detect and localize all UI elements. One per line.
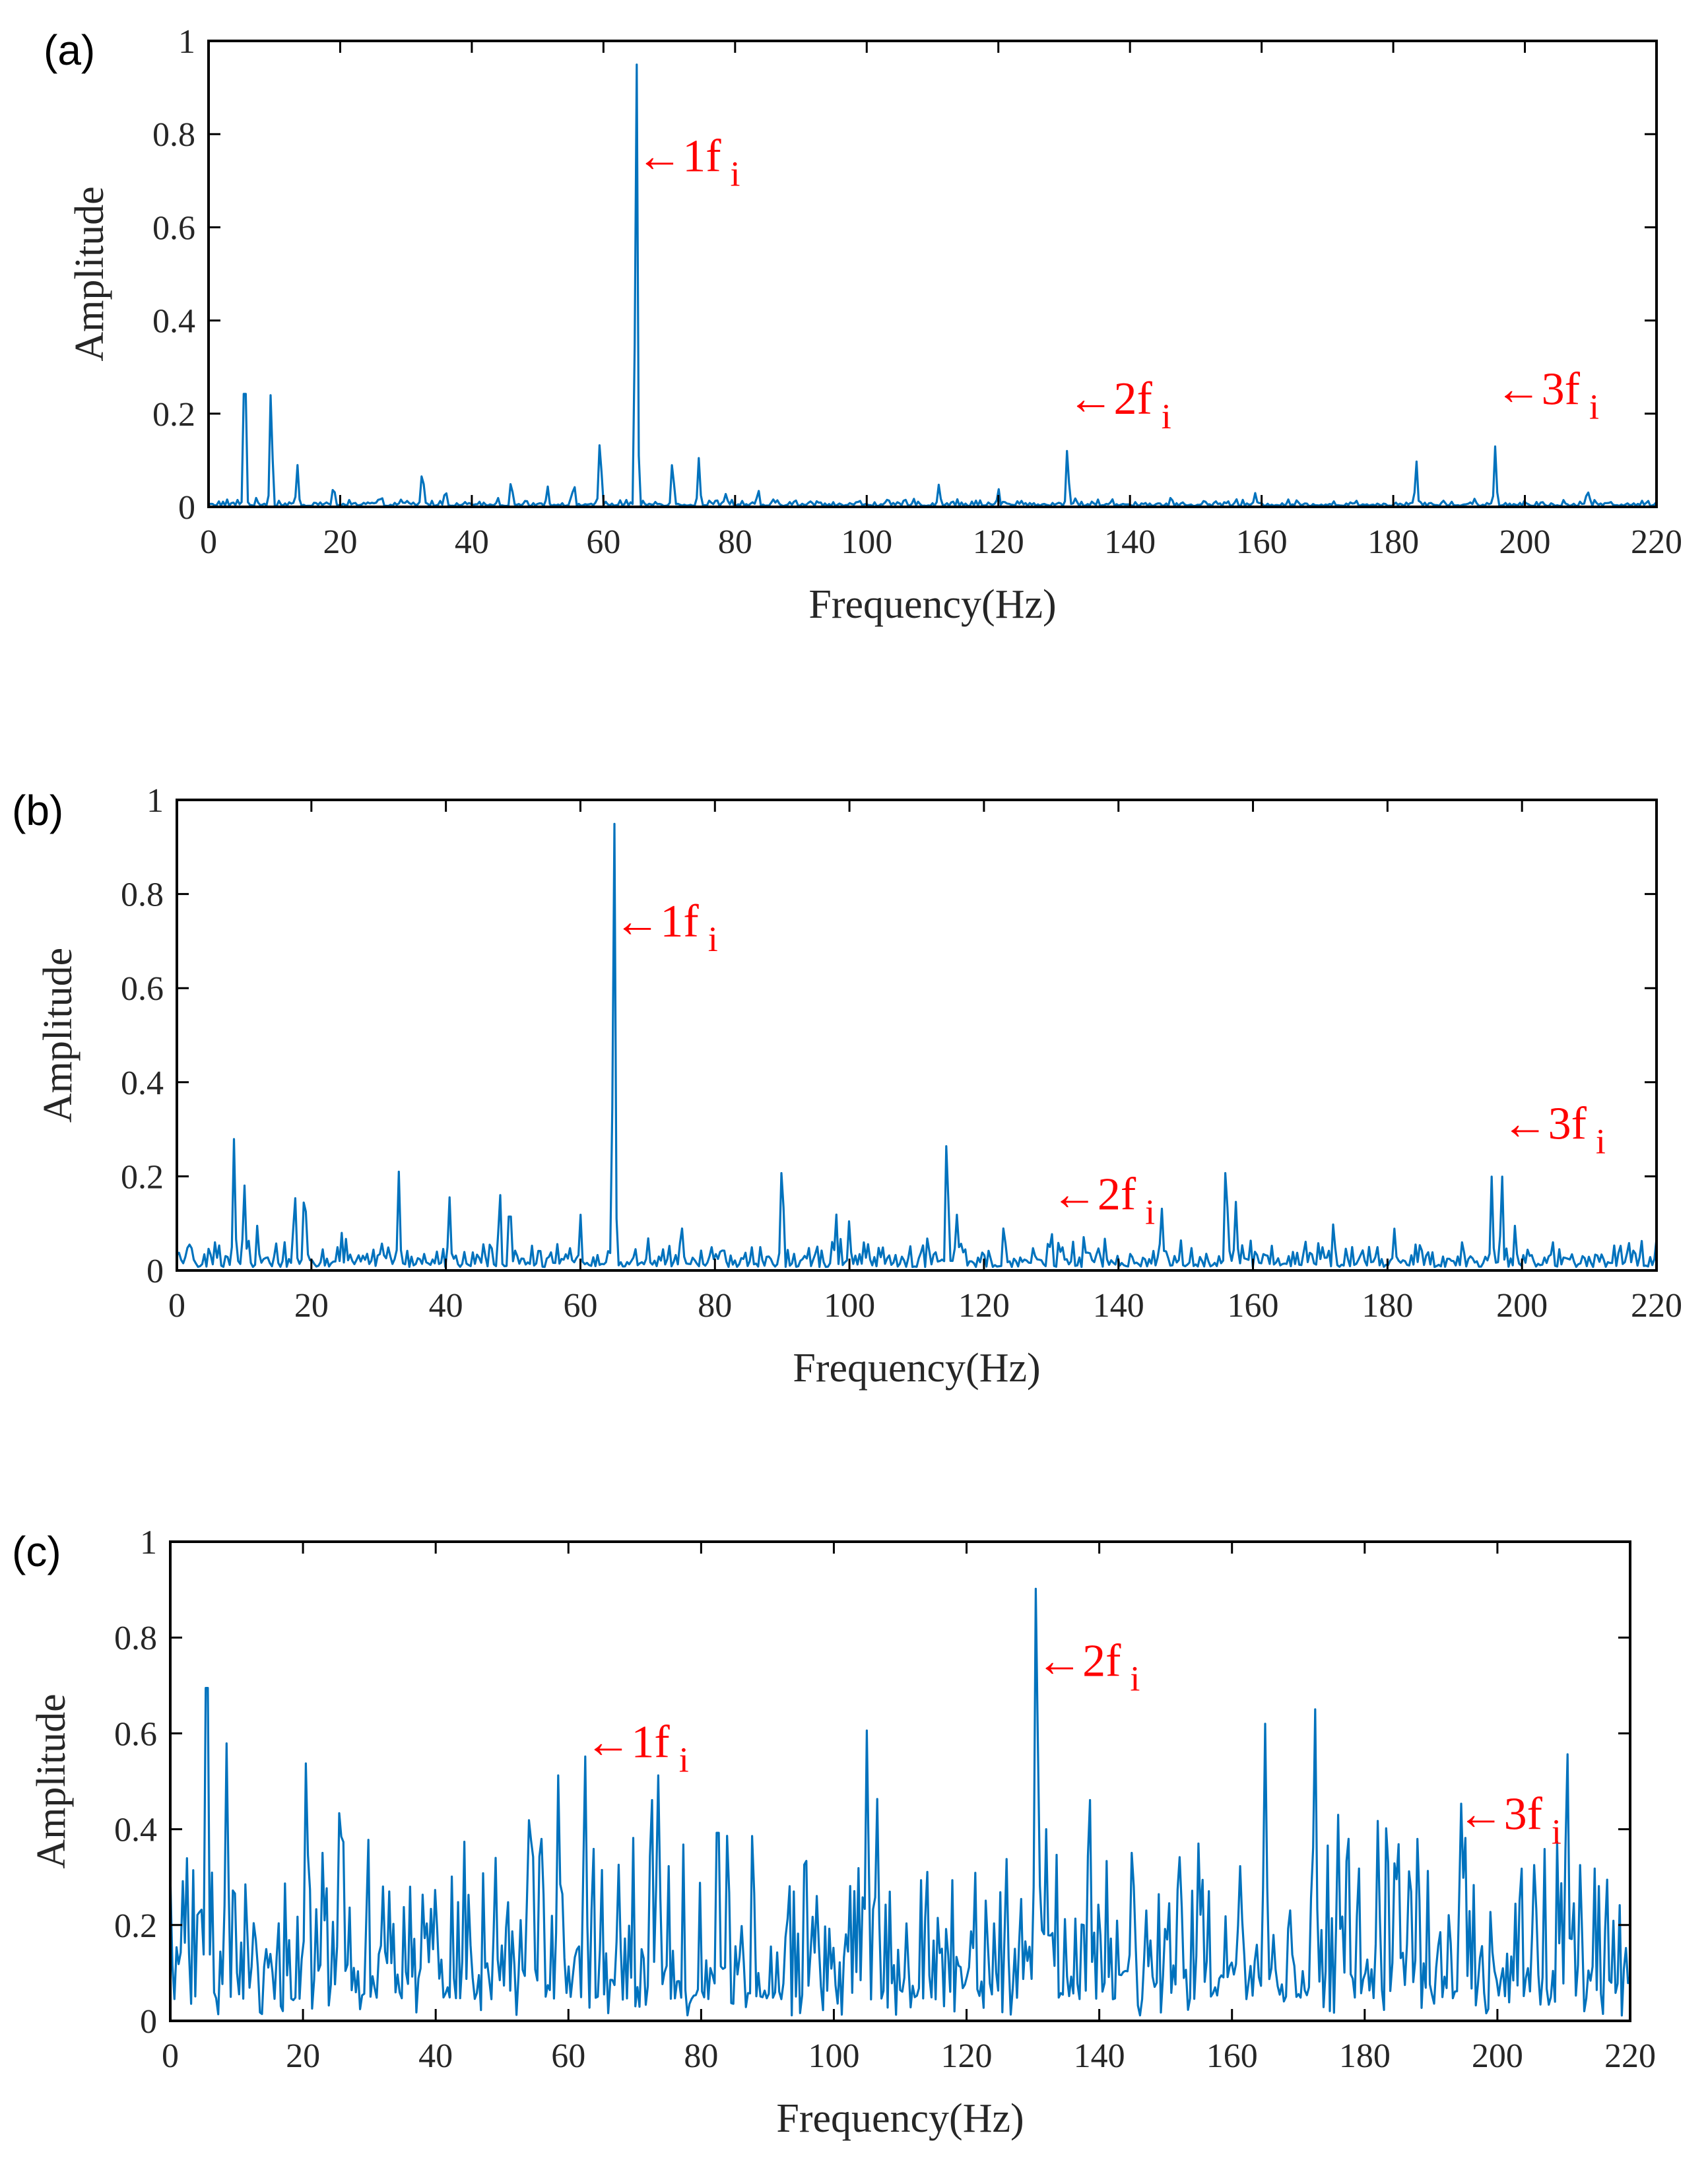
y-tick-label: 0.6 <box>121 970 164 1008</box>
x-tick-label: 100 <box>841 523 892 561</box>
x-tick-label: 220 <box>1604 2037 1656 2075</box>
axes-box <box>207 40 1658 508</box>
x-tick-label: 120 <box>941 2037 993 2075</box>
x-tick-label: 80 <box>684 2037 718 2075</box>
x-tick-label: 180 <box>1367 523 1419 561</box>
y-tick-label: 1 <box>140 1524 157 1562</box>
x-tick-label: 80 <box>698 1287 732 1325</box>
x-axis-title: Frequency(Hz) <box>808 582 1056 627</box>
annotation-subscript: i <box>731 154 740 194</box>
series-line <box>176 822 1658 1268</box>
harmonic-annotation: ←3f i <box>1495 364 1599 427</box>
x-tick-label: 160 <box>1206 2037 1258 2075</box>
x-tick-label: 20 <box>323 523 357 561</box>
annotation-subscript: i <box>708 919 718 959</box>
x-tick-label: 40 <box>455 523 489 561</box>
x-tick-label: 160 <box>1228 1287 1279 1325</box>
y-axis-title: Amplitude <box>67 186 112 361</box>
y-axis-title: Amplitude <box>29 1694 74 1868</box>
x-tick-label: 20 <box>286 2037 320 2075</box>
annotation-subscript: i <box>679 1740 689 1780</box>
x-tick-label: 80 <box>718 523 752 561</box>
annotation-subscript: i <box>1162 397 1171 436</box>
y-tick-label: 0.4 <box>152 303 195 341</box>
harmonic-annotation: ←1f i <box>614 896 717 959</box>
harmonic-annotation: ←2f i <box>1051 1169 1155 1232</box>
x-tick-label: 180 <box>1362 1287 1413 1325</box>
x-tick-label: 0 <box>162 2037 179 2075</box>
x-tick-label: 0 <box>168 1287 185 1325</box>
chart-panel-a: 0 20 40 60 80 100 120 140 160 180 200 220 0 0.2 0.4 0.6… <box>44 23 1682 627</box>
y-tick-label: 0.6 <box>114 1715 157 1753</box>
harmonic-annotation: ←3f i <box>1458 1789 1561 1852</box>
axes-box <box>169 1540 1631 2022</box>
x-tick-label: 120 <box>973 523 1024 561</box>
panel-label: (b) <box>12 787 63 834</box>
harmonic-annotation: ←1f i <box>585 1717 688 1780</box>
x-tick-label: 100 <box>808 2037 859 2075</box>
x-axis-title: Frequency(Hz) <box>776 2096 1024 2141</box>
y-tick-label: 0.2 <box>121 1158 164 1196</box>
y-tick-label: 0.8 <box>114 1620 157 1657</box>
series-line <box>169 1587 1631 2017</box>
x-axis-title: Frequency(Hz) <box>793 1346 1040 1391</box>
x-tick-label: 60 <box>551 2037 585 2075</box>
y-tick-label: 0.6 <box>152 209 195 247</box>
y-axis-title: Amplitude <box>36 948 81 1123</box>
y-tick-label: 1 <box>178 23 195 61</box>
y-tick-label: 0.2 <box>114 1907 157 1945</box>
x-tick-label: 220 <box>1631 523 1682 561</box>
y-tick-label: 0.4 <box>114 1812 157 1849</box>
annotation-subscript: i <box>1130 1659 1140 1698</box>
x-tick-label: 200 <box>1499 523 1551 561</box>
x-tick-label: 200 <box>1472 2037 1523 2075</box>
chart-panel-b: 0 20 40 60 80 100 120 140 160 180 200 220 0 0.2 0.4 0.6… <box>12 782 1682 1391</box>
x-tick-label: 0 <box>200 523 217 561</box>
harmonic-annotation: ←2f i <box>1067 374 1171 436</box>
y-tick-label: 0 <box>140 2003 157 2041</box>
panel-label: (a) <box>44 26 95 74</box>
panel-label: (c) <box>12 1528 61 1575</box>
y-tick-label: 0.8 <box>152 116 195 154</box>
harmonic-annotation: ←3f i <box>1502 1098 1606 1161</box>
harmonic-annotation: ←2f i <box>1036 1635 1140 1698</box>
y-tick-label: 0.8 <box>121 876 164 914</box>
y-tick-label: 0.2 <box>152 396 195 434</box>
x-tick-label: 120 <box>958 1287 1010 1325</box>
x-tick-label: 100 <box>824 1287 875 1325</box>
series-line <box>208 63 1658 508</box>
y-tick-label: 1 <box>147 782 164 820</box>
annotation-subscript: i <box>1145 1192 1155 1232</box>
harmonic-annotation: ←1f i <box>636 131 740 194</box>
y-tick-label: 0 <box>178 489 195 527</box>
x-tick-label: 40 <box>418 2037 453 2075</box>
x-tick-label: 200 <box>1496 1287 1548 1325</box>
x-tick-label: 140 <box>1074 2037 1125 2075</box>
annotation-subscript: i <box>1596 1121 1606 1161</box>
x-tick-label: 160 <box>1236 523 1288 561</box>
x-tick-label: 40 <box>429 1287 463 1325</box>
x-tick-label: 60 <box>586 523 620 561</box>
y-tick-label: 0.4 <box>121 1065 164 1102</box>
x-tick-label: 20 <box>294 1287 329 1325</box>
x-tick-label: 140 <box>1093 1287 1144 1325</box>
chart-panel-c: 0 20 40 60 80 100 120 140 160 180 200 220 0 0.2 0.4 0.6… <box>12 1524 1656 2141</box>
x-tick-label: 140 <box>1104 523 1156 561</box>
x-tick-label: 220 <box>1631 1287 1682 1325</box>
annotation-subscript: i <box>1552 1812 1561 1852</box>
y-tick-label: 0 <box>147 1253 164 1290</box>
annotation-subscript: i <box>1589 387 1599 427</box>
axes-box <box>176 799 1658 1272</box>
x-tick-label: 60 <box>563 1287 597 1325</box>
x-tick-label: 180 <box>1339 2037 1391 2075</box>
